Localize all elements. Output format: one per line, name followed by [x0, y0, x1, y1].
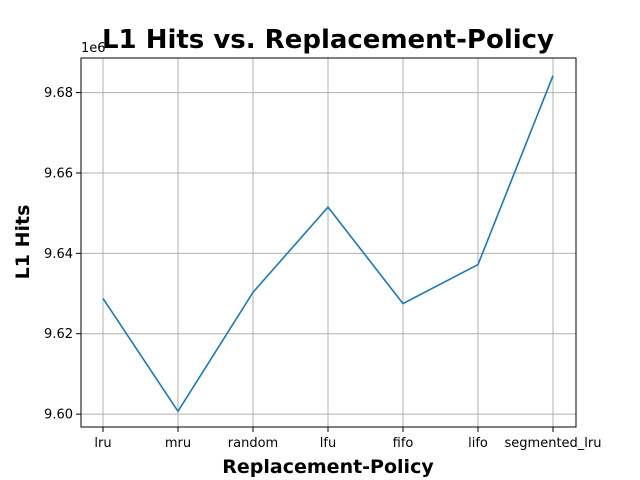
x-tick-label: segmented_lru	[505, 436, 602, 451]
series-layer	[102, 75, 554, 413]
x-tick-label: lfu	[320, 436, 336, 451]
y-axis-label: L1 Hits	[12, 205, 34, 280]
x-tick-label: lifo	[468, 436, 488, 451]
grid-lines	[81, 58, 576, 427]
x-tick-label: fifo	[393, 436, 414, 451]
y-tick-label: 9.60	[44, 408, 73, 423]
x-axis-label: Replacement-Policy	[222, 456, 434, 478]
y-tick-label: 9.62	[44, 327, 73, 342]
y-tick-label: 9.68	[44, 86, 73, 101]
y-tick-label: 9.64	[44, 247, 73, 262]
chart-title: L1 Hits vs. Replacement-Policy	[102, 25, 554, 55]
x-tick-label: random	[228, 436, 278, 451]
plot-frame	[80, 57, 577, 428]
y-tick-label: 9.66	[44, 166, 73, 181]
x-tick-label: lru	[94, 436, 111, 451]
x-tick-label: mru	[165, 436, 191, 451]
y-axis-offset-label: 1e6	[81, 41, 106, 56]
axis-ticks: lru mru random lfu fifo lifo segmented_lru 9.60…	[44, 86, 601, 451]
series-line	[102, 75, 554, 413]
